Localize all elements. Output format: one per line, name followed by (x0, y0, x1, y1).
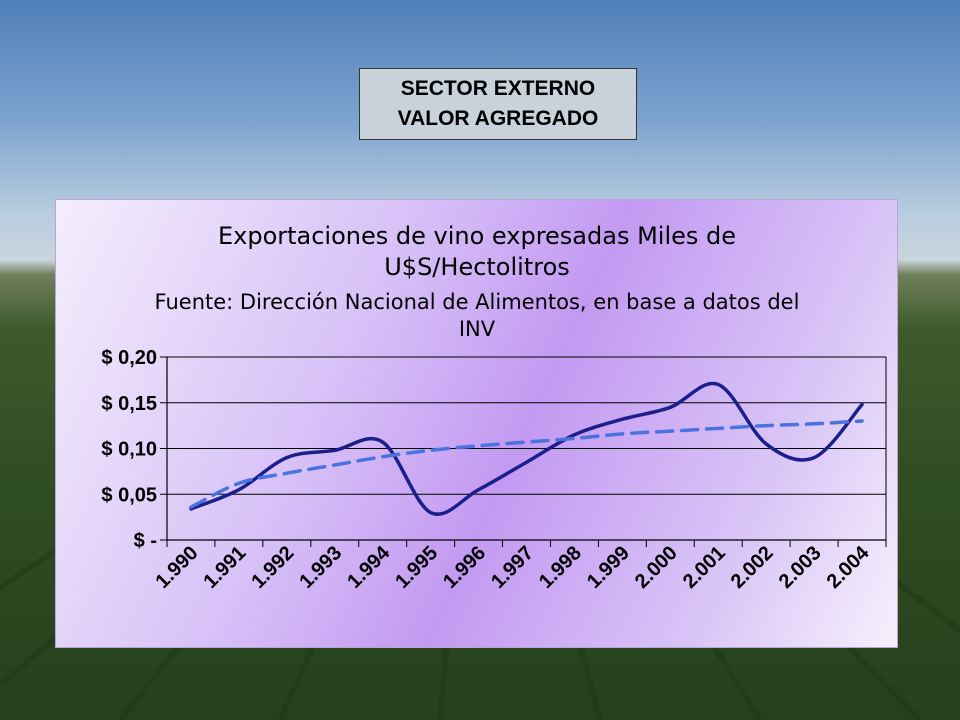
slide-heading-line-2: VALOR AGREGADO (397, 107, 599, 130)
x-tick-label: 1.998 (535, 542, 586, 593)
slide-heading-box: SECTOR EXTERNO VALOR AGREGADO (359, 68, 637, 140)
x-tick-label: 1.994 (343, 541, 395, 593)
plot-area: $ -$ 0,05$ 0,10$ 0,15$ 0,201.9901.9911.9… (101, 347, 887, 593)
chart-title-line-3: Fuente: Dirección Nacional de Alimentos,… (155, 290, 800, 314)
y-tick-label: $ 0,20 (101, 347, 157, 369)
chart-panel: Exportaciones de vino expresadas Miles d… (55, 199, 898, 648)
y-tick-label: $ 0,15 (101, 393, 157, 415)
series-line-trend (189, 419, 864, 509)
x-tick-label: 2.000 (631, 542, 682, 593)
line-chart: Exportaciones de vino expresadas Miles d… (101, 222, 887, 593)
x-tick-label: 1.995 (391, 542, 442, 593)
x-tick-label: 1.997 (487, 542, 538, 593)
chart-title-line-1: Exportaciones de vino expresadas Miles d… (218, 222, 736, 250)
slide-heading-line-1: SECTOR EXTERNO (400, 77, 596, 100)
x-tick-label: 1.996 (439, 542, 490, 593)
y-tick-label: $ - (134, 530, 157, 552)
x-tick-label: 2.002 (727, 542, 778, 593)
x-tick-label: 1.990 (152, 542, 203, 593)
x-tick-label: 2.001 (679, 542, 730, 593)
x-tick-label: 1.992 (247, 542, 298, 593)
y-tick-label: $ 0,05 (101, 484, 157, 506)
x-tick-label: 2.003 (775, 542, 826, 593)
x-tick-label: 1.991 (199, 542, 250, 593)
x-tick-label: 1.999 (583, 542, 634, 593)
chart-title: Exportaciones de vino expresadas Miles d… (155, 222, 800, 341)
x-tick-label: 2.004 (823, 541, 875, 593)
chart-title-line-4: INV (459, 317, 496, 341)
x-tick-label: 1.993 (295, 542, 346, 593)
y-tick-label: $ 0,10 (101, 439, 157, 461)
chart-title-line-2: U$S/Hectolitros (384, 253, 570, 281)
